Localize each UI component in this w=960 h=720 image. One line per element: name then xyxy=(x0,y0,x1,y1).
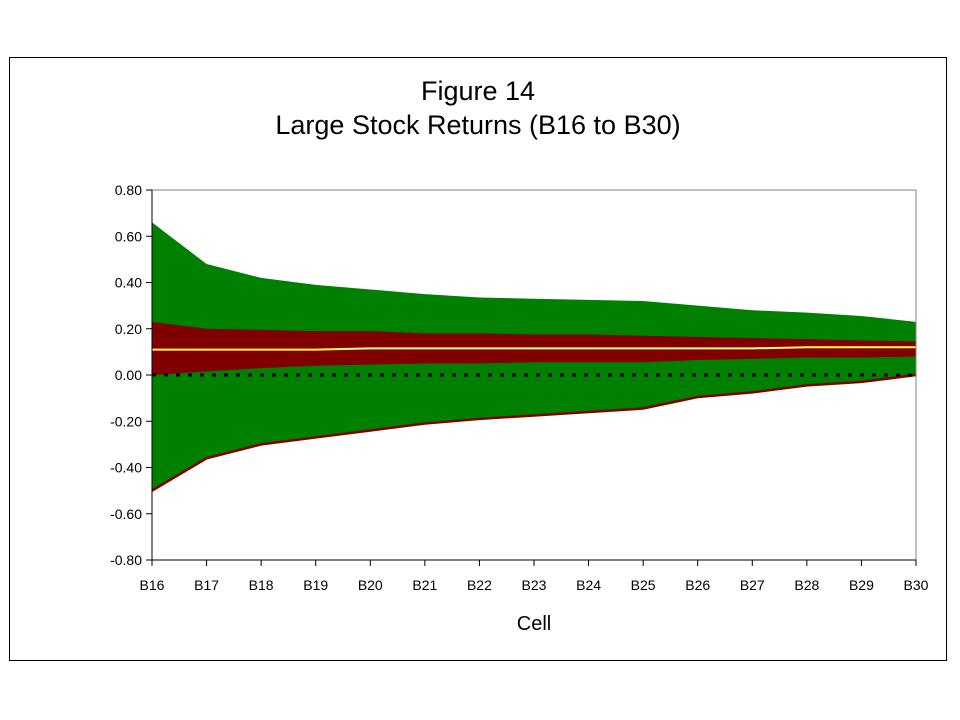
x-tick-label: B26 xyxy=(685,577,710,593)
y-tick-label: -0.20 xyxy=(110,413,142,429)
y-tick-label: 0.20 xyxy=(115,321,142,337)
x-tick-label: B19 xyxy=(303,577,328,593)
x-axis-title: Cell xyxy=(517,613,551,635)
x-tick-label: B17 xyxy=(194,577,219,593)
chart-subtitle: Large Stock Returns (B16 to B30) xyxy=(275,110,681,140)
x-tick-label: B22 xyxy=(467,577,492,593)
x-tick-label: B29 xyxy=(849,577,874,593)
x-tick-label: B20 xyxy=(358,577,383,593)
y-tick-label: 0.40 xyxy=(115,275,142,291)
lower-bound-line xyxy=(151,373,917,492)
x-tick-label: B16 xyxy=(140,577,165,593)
x-tick-label: B30 xyxy=(904,577,929,593)
x-tick-label: B28 xyxy=(794,577,819,593)
y-tick-label: -0.60 xyxy=(110,506,142,522)
y-tick-label: -0.80 xyxy=(110,552,142,568)
x-tick-label: B18 xyxy=(249,577,274,593)
y-tick-label: 0.60 xyxy=(115,228,142,244)
x-tick-label: B27 xyxy=(740,577,765,593)
chart-title: Figure 14 xyxy=(420,76,536,106)
x-tick-label: B25 xyxy=(631,577,656,593)
x-tick-label: B24 xyxy=(576,577,601,593)
x-tick-label: B23 xyxy=(522,577,547,593)
y-tick-label: 0.80 xyxy=(115,182,142,198)
x-tick-label: B21 xyxy=(412,577,437,593)
mean-line xyxy=(152,346,916,351)
y-tick-label: 0.00 xyxy=(115,367,142,383)
y-tick-label: -0.40 xyxy=(110,460,142,476)
